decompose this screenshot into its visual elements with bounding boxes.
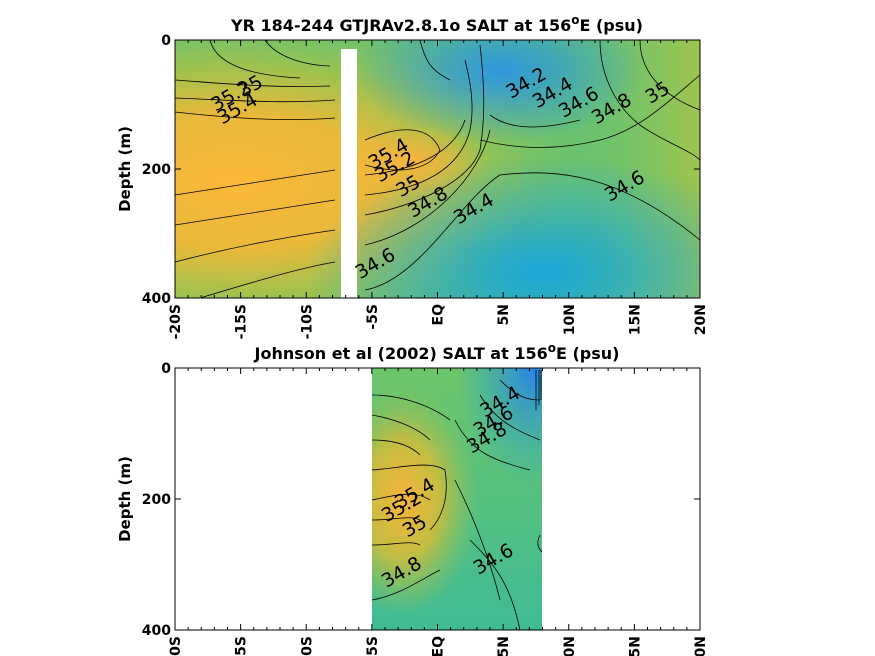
- x-tick-label: 20N: [693, 304, 709, 335]
- x-tick-label: -20S: [168, 636, 184, 656]
- x-tick-label: 5N: [496, 304, 512, 325]
- y-tick-label: 400: [142, 291, 171, 307]
- x-tick-label: -10S: [299, 304, 315, 339]
- x-tick-label: -15S: [234, 304, 250, 339]
- top-axis-ticks: -20S -15S -10S -5S EQ 5N 10N 15N 20N 0 200 400: [142, 33, 709, 339]
- x-tick-label: 15N: [627, 636, 643, 656]
- x-tick-label: -20S: [168, 304, 184, 339]
- top-missing-data-column: [341, 49, 357, 298]
- top-heatmap: [175, 40, 700, 298]
- y-tick-label: 0: [161, 361, 171, 377]
- x-tick-label: -15S: [234, 636, 250, 656]
- x-tick-label: 15N: [627, 304, 643, 335]
- x-tick-label: 10N: [562, 304, 578, 335]
- x-tick-label: -10S: [299, 636, 315, 656]
- bottom-heatmap: [372, 368, 542, 630]
- y-tick-label: 200: [142, 492, 171, 508]
- bottom-contour-lines: [371, 370, 543, 631]
- top-chart-title: YR 184-244 GTJRAv2.8.1o SALT at 156oE (p…: [230, 13, 643, 35]
- y-tick-label: 0: [161, 33, 171, 49]
- x-tick-label: 10N: [562, 636, 578, 656]
- x-tick-label: -5S: [365, 304, 381, 330]
- bottom-axis-ticks: -20S -15S -10S -5S EQ 5N 10N 15N 20N 0 200 400: [142, 361, 709, 656]
- top-contour-lines: [174, 39, 701, 299]
- bottom-panel: Johnson et al (2002) SALT at 156oE (psu)…: [116, 341, 709, 656]
- x-tick-label: 5N: [496, 636, 512, 656]
- y-tick-label: 200: [142, 162, 171, 178]
- bottom-y-axis-label: Depth (m): [116, 456, 134, 542]
- x-tick-label: 20N: [693, 636, 709, 656]
- top-y-axis-label: Depth (m): [116, 126, 134, 212]
- top-panel: YR 184-244 GTJRAv2.8.1o SALT at 156oE (p…: [116, 13, 709, 339]
- x-tick-label: EQ: [431, 636, 447, 656]
- x-tick-label: EQ: [431, 304, 447, 326]
- y-tick-label: 400: [142, 623, 171, 639]
- x-tick-label: -5S: [365, 636, 381, 656]
- bottom-chart-title: Johnson et al (2002) SALT at 156oE (psu): [254, 341, 620, 363]
